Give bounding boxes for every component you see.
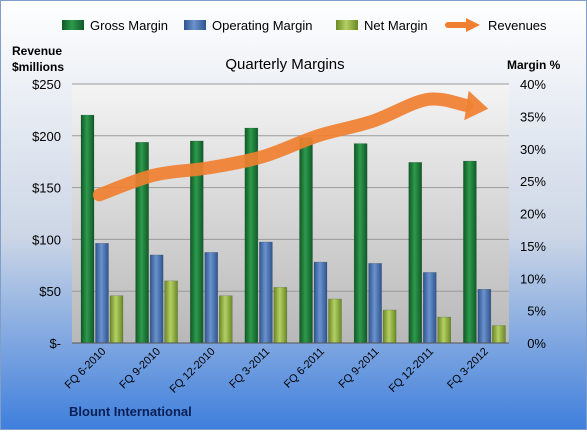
legend-gross-swatch	[62, 20, 84, 30]
bar-net-margin	[492, 325, 506, 344]
right-tick-label: 20%	[520, 207, 546, 222]
right-tick-label: 30%	[520, 142, 546, 157]
bars	[80, 114, 506, 344]
right-tick-label: 35%	[520, 109, 546, 124]
right-tick-label: 25%	[520, 174, 546, 189]
legend-revenues-label: Revenues	[488, 18, 547, 33]
legend-operating-label: Operating Margin	[212, 18, 312, 33]
legend: Gross Margin Operating Margin Net Margin…	[62, 18, 547, 33]
right-tick-label: 5%	[527, 304, 546, 319]
chart-title: Quarterly Margins	[225, 56, 344, 73]
bar-gross-margin	[80, 114, 95, 344]
left-axis-ticks: $- $50 $100 $150 $200 $250	[32, 77, 61, 351]
bar-net-margin	[328, 298, 342, 344]
legend-revenues-arrowhead	[466, 18, 480, 32]
bar-operating-margin	[368, 263, 382, 344]
left-tick-label: $200	[32, 129, 61, 144]
right-axis-ticks: 0% 5% 10% 15% 20% 25% 30% 35% 40%	[520, 77, 546, 351]
bar-net-margin	[437, 316, 451, 344]
bar-gross-margin	[463, 160, 477, 344]
bar-net-margin	[164, 280, 178, 344]
bar-operating-margin	[95, 243, 109, 344]
bar-gross-margin	[353, 143, 368, 344]
legend-net-label: Net Margin	[364, 18, 428, 33]
left-tick-label: $150	[32, 181, 61, 196]
bar-operating-margin	[477, 289, 492, 344]
bar-net-margin	[109, 295, 124, 344]
legend-net-swatch	[336, 20, 358, 30]
bar-operating-margin	[204, 252, 218, 344]
bar-gross-margin	[299, 137, 313, 344]
revenues-arrowhead	[464, 90, 489, 121]
right-axis-label: Margin %	[507, 58, 561, 72]
left-tick-label: $250	[32, 77, 61, 92]
bar-gross-margin	[408, 162, 422, 344]
left-tick-label: $50	[39, 284, 61, 299]
right-tick-label: 0%	[527, 336, 546, 351]
right-tick-label: 15%	[520, 239, 546, 254]
bar-operating-margin	[423, 272, 437, 344]
bar-net-margin	[219, 295, 233, 344]
left-tick-label: $100	[32, 232, 61, 247]
left-tick-label: $-	[49, 336, 61, 351]
right-tick-label: 40%	[520, 77, 546, 92]
left-axis-label-line1: Revenue	[12, 44, 62, 58]
right-tick-label: 10%	[520, 271, 546, 286]
legend-gross-label: Gross Margin	[90, 18, 168, 33]
bar-net-margin	[273, 287, 288, 344]
legend-operating-swatch	[184, 20, 206, 30]
bar-net-margin	[382, 309, 397, 344]
bar-operating-margin	[313, 261, 328, 344]
bar-operating-margin	[259, 241, 273, 344]
revenues-arrow	[92, 92, 473, 202]
company-name: Blount International	[69, 404, 192, 419]
bar-operating-margin	[149, 254, 164, 344]
left-axis-label-line2: $millions	[12, 60, 64, 74]
